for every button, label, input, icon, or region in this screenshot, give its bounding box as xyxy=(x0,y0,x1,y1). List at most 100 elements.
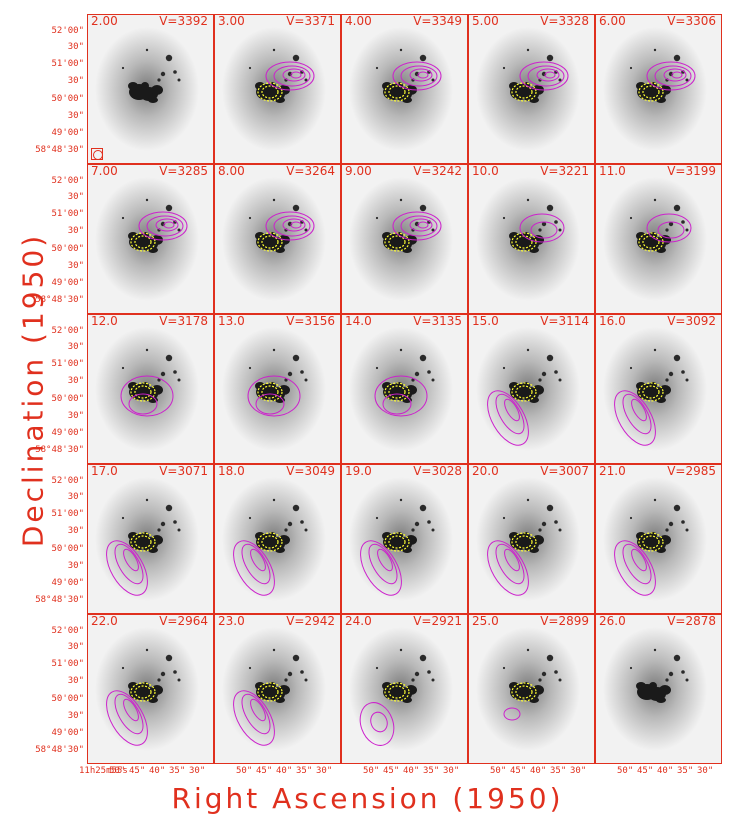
ha-contour xyxy=(511,82,537,102)
galaxy-image xyxy=(349,27,453,151)
channel-panel: 8.00 V=3264 xyxy=(214,164,341,314)
channel-panel: 7.00 V=3285 xyxy=(87,164,214,314)
star-knot xyxy=(502,366,506,370)
galaxy-image xyxy=(349,627,453,751)
hi-contour xyxy=(255,393,285,415)
star-knot xyxy=(165,204,173,212)
channel-number: 18.0 xyxy=(218,464,245,478)
galaxy-core xyxy=(509,532,519,540)
galaxy-image xyxy=(95,27,199,151)
star-knot xyxy=(284,528,288,532)
star-knot xyxy=(304,78,308,82)
hi-contour xyxy=(614,540,656,596)
star-knot xyxy=(431,678,435,682)
y-tick-label: 52'00" xyxy=(51,626,84,636)
ha-contour xyxy=(261,385,279,399)
star-knot xyxy=(526,198,530,202)
x-tick-label: 40" xyxy=(530,766,547,776)
y-tick-label: 58°48'30" xyxy=(35,145,84,155)
star-knot xyxy=(427,520,431,524)
y-tick-label: 30" xyxy=(67,76,84,86)
galaxy-image xyxy=(349,177,453,301)
channel-number: 7.00 xyxy=(91,164,118,178)
galaxy-core xyxy=(128,532,138,540)
ha-contour xyxy=(257,82,283,102)
star-knot xyxy=(177,378,181,382)
velocity-label: V=3178 xyxy=(159,314,208,328)
star-knot xyxy=(173,70,177,74)
star-knot xyxy=(292,654,300,662)
star-knot xyxy=(284,378,288,382)
x-tick-label: 30" xyxy=(316,766,333,776)
y-tick-label: 30" xyxy=(67,711,84,721)
channel-panel: 2.00 V=3392 xyxy=(87,14,214,164)
star-knot xyxy=(431,378,435,382)
galaxy-core xyxy=(649,682,657,690)
hi-contour xyxy=(370,711,388,733)
hi-contour xyxy=(273,215,311,237)
star-knot xyxy=(653,348,657,352)
hi-contour xyxy=(163,221,175,229)
hi-contour xyxy=(392,61,442,91)
star-knot xyxy=(665,528,669,532)
star-knot xyxy=(121,666,125,670)
channel-panel: 11.0 V=3199 xyxy=(595,164,722,314)
ha-contour xyxy=(511,682,537,702)
hi-contour xyxy=(622,393,652,435)
y-tick-label: 51'00" xyxy=(51,59,84,69)
star-knot xyxy=(375,66,379,70)
star-knot xyxy=(419,504,427,512)
ha-contour xyxy=(384,532,410,552)
ha-contour xyxy=(130,532,156,552)
velocity-label: V=3071 xyxy=(159,464,208,478)
channel-panel: 9.00 V=3242 xyxy=(341,164,468,314)
galaxy-image xyxy=(603,327,707,451)
channel-number: 26.0 xyxy=(599,614,626,628)
galaxy-core xyxy=(275,547,285,553)
velocity-label: V=3306 xyxy=(667,14,716,28)
galaxy-core xyxy=(148,247,158,253)
channel-map-grid: 2.00 V=3392 3.00 V=3371 4.00 V=3349 5.00 V=3328… xyxy=(87,14,722,766)
star-knot xyxy=(304,678,308,682)
channel-number: 23.0 xyxy=(218,614,245,628)
hi-contour xyxy=(536,68,560,82)
galaxy-core xyxy=(148,97,158,103)
velocity-label: V=2964 xyxy=(159,614,208,628)
star-knot xyxy=(538,528,542,532)
x-tick-label: 45" xyxy=(256,766,273,776)
ha-contour xyxy=(134,685,152,699)
hi-contour xyxy=(247,375,301,417)
star-knot xyxy=(502,216,506,220)
y-tick-label: 30" xyxy=(67,261,84,271)
star-knot xyxy=(427,370,431,374)
x-tick-label: 50" xyxy=(109,766,126,776)
hi-contour xyxy=(487,540,529,596)
velocity-label: V=3328 xyxy=(540,14,589,28)
y-tick-label: 30" xyxy=(67,642,84,652)
ha-contour xyxy=(388,535,406,549)
galaxy-image xyxy=(476,177,580,301)
channel-number: 9.00 xyxy=(345,164,372,178)
x-tick-label: 30" xyxy=(189,766,206,776)
hi-contour xyxy=(495,543,525,585)
channel-panel: 3.00 V=3371 xyxy=(214,14,341,164)
ha-contour xyxy=(130,382,156,402)
y-tick-label: 58°48'30" xyxy=(35,745,84,755)
channel-panel: 14.0 V=3135 xyxy=(341,314,468,464)
galaxy-core xyxy=(402,547,412,553)
x-tick-label: 11h25m55s xyxy=(79,766,128,776)
hi-contour xyxy=(663,68,687,82)
ha-contour xyxy=(384,232,410,252)
hi-contour xyxy=(155,218,179,232)
star-knot xyxy=(653,498,657,502)
star-knot xyxy=(502,516,506,520)
channel-number: 21.0 xyxy=(599,464,626,478)
galaxy-core xyxy=(659,685,671,695)
star-knot xyxy=(411,528,415,532)
star-knot xyxy=(160,71,166,77)
channel-number: 16.0 xyxy=(599,314,626,328)
star-knot xyxy=(526,648,530,652)
galaxy-core xyxy=(255,532,265,540)
galaxy-core xyxy=(509,232,519,240)
star-knot xyxy=(272,498,276,502)
